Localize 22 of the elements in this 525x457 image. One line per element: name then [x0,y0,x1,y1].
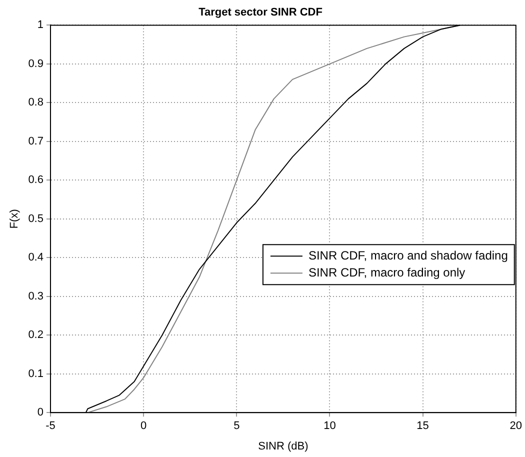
y-axis-title: F(x) [8,209,21,229]
x-tick-label: 20 [510,420,522,432]
legend-label: SINR CDF, macro and shadow fading [308,248,508,262]
x-tick-label: 5 [234,420,240,432]
y-tick-label: 0.2 [28,329,44,342]
y-tick-label: 0.9 [28,58,44,70]
y-tick-label: 0.1 [28,368,44,380]
x-tick-label: -5 [46,420,56,432]
chart-title: Target sector SINR CDF [198,6,323,19]
x-tick-label: 0 [140,420,147,432]
x-tick-label: 15 [416,420,429,432]
x-axis-title: SINR (dB) [258,440,308,452]
y-tick-label: 0.5 [28,212,44,225]
y-tick-label: 0.4 [28,252,44,264]
y-tick-label: 0.8 [28,96,44,109]
y-tick-label: 0 [37,406,44,419]
y-tick-label: 0.6 [28,174,44,186]
y-tick-label: 1 [37,19,44,32]
legend-label: SINR CDF, macro fading only [308,265,466,280]
y-tick-label: 0.7 [28,135,44,148]
y-tick-label: 0.3 [28,290,44,302]
x-tick-label: 10 [324,420,336,432]
